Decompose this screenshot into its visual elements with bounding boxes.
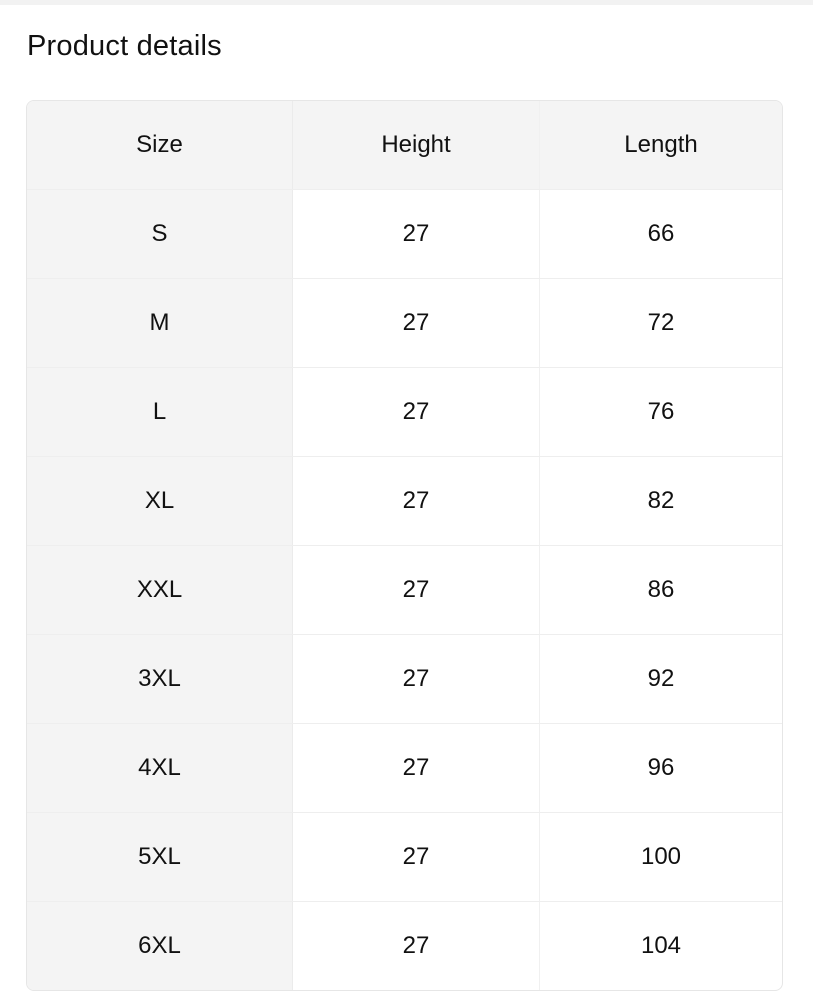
cell-length: 72 bbox=[647, 309, 675, 336]
cell-height: 27 bbox=[293, 724, 540, 812]
cell-height: 27 bbox=[293, 368, 540, 456]
header-height: Height bbox=[293, 101, 540, 189]
header-size: Size bbox=[27, 101, 293, 189]
header-length: Length bbox=[540, 101, 782, 189]
cell-length: 86 bbox=[647, 576, 675, 603]
cell-length: 100 bbox=[640, 843, 682, 870]
cell-length: 66 bbox=[647, 220, 675, 247]
table-row: L 27 76 bbox=[27, 367, 782, 456]
cell-length: 96 bbox=[647, 754, 675, 781]
cell-height: 27 bbox=[293, 546, 540, 634]
table-row: 3XL 27 92 bbox=[27, 634, 782, 723]
cell-length: 104 bbox=[640, 932, 682, 959]
table-row: 6XL 27 104 bbox=[27, 901, 782, 990]
table-row: 5XL 27 100 bbox=[27, 812, 782, 901]
cell-height: 27 bbox=[293, 902, 540, 990]
cell-length: 92 bbox=[647, 665, 675, 692]
table-row: M 27 72 bbox=[27, 278, 782, 367]
cell-size: XXL bbox=[27, 546, 293, 634]
cell-size: 3XL bbox=[27, 635, 293, 723]
cell-size: XL bbox=[27, 457, 293, 545]
table-header-row: Size Height Length bbox=[27, 101, 782, 189]
cell-length: 76 bbox=[647, 398, 675, 425]
cell-size: 4XL bbox=[27, 724, 293, 812]
page-title: Product details bbox=[27, 30, 222, 62]
size-table: Size Height Length S 27 66 M 27 72 L 27 76 XL 27 82… bbox=[26, 100, 783, 991]
cell-size: 5XL bbox=[27, 813, 293, 901]
cell-size: S bbox=[27, 190, 293, 278]
table-row: XL 27 82 bbox=[27, 456, 782, 545]
cell-size: L bbox=[27, 368, 293, 456]
table-row: XXL 27 86 bbox=[27, 545, 782, 634]
cell-size: 6XL bbox=[27, 902, 293, 990]
cell-height: 27 bbox=[293, 457, 540, 545]
cell-height: 27 bbox=[293, 813, 540, 901]
cell-size: M bbox=[27, 279, 293, 367]
cell-height: 27 bbox=[293, 635, 540, 723]
top-bar bbox=[0, 0, 813, 5]
cell-height: 27 bbox=[293, 279, 540, 367]
cell-length: 82 bbox=[647, 487, 675, 514]
table-row: 4XL 27 96 bbox=[27, 723, 782, 812]
table-row: S 27 66 bbox=[27, 189, 782, 278]
cell-height: 27 bbox=[293, 190, 540, 278]
